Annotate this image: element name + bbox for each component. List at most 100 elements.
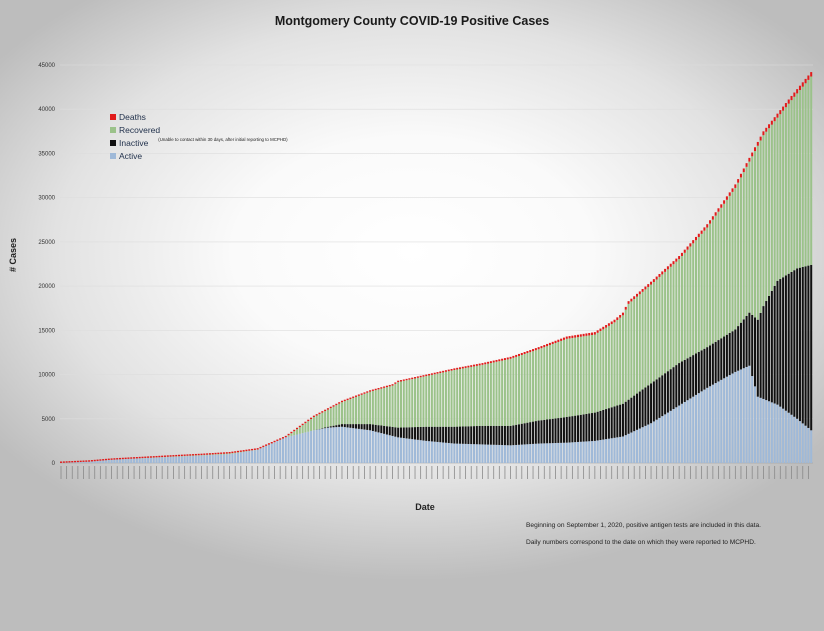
x-tick-label: [167, 466, 169, 479]
bar-active: [453, 443, 456, 463]
x-tick-label: [291, 466, 292, 479]
bar-deaths: [231, 451, 234, 454]
legend-item-deaths: Deaths: [110, 110, 288, 123]
bar-active: [591, 441, 594, 463]
bar-recovered: [562, 339, 565, 418]
bar-recovered: [751, 156, 754, 315]
bar-active: [765, 400, 768, 463]
x-tick-label: [251, 466, 253, 479]
bar-deaths: [267, 443, 270, 445]
bar-deaths: [113, 458, 116, 460]
bar-active: [155, 457, 158, 463]
x-tick-label: [763, 466, 764, 479]
bar-recovered: [650, 284, 653, 384]
bar-active: [801, 423, 804, 463]
bar-active: [532, 443, 535, 463]
bar-active: [515, 444, 518, 463]
x-tick-label: [229, 466, 230, 479]
bar-active: [141, 458, 144, 463]
bar-deaths: [456, 367, 459, 370]
x-tick-label: [779, 466, 781, 479]
bar-recovered: [739, 177, 742, 323]
bar-active: [529, 444, 532, 463]
bar-deaths: [450, 368, 453, 371]
bar-deaths: [759, 136, 762, 141]
x-tick-label: [262, 466, 264, 479]
bar-inactive: [787, 273, 790, 413]
bar-deaths: [217, 452, 220, 455]
bar-active: [709, 386, 712, 463]
bar-active: [138, 458, 141, 463]
bar-inactive: [689, 356, 692, 399]
x-tick-label: [510, 466, 511, 479]
x-tick-label: [392, 466, 393, 479]
bar-deaths: [492, 360, 495, 363]
bar-recovered: [742, 172, 745, 320]
bar-deaths: [189, 454, 192, 456]
bar-inactive: [801, 267, 804, 424]
bar-deaths: [675, 258, 678, 262]
x-tick-label: [414, 466, 416, 479]
bar-deaths: [68, 461, 71, 463]
bar-active: [318, 429, 321, 463]
x-tick-label: [639, 466, 641, 479]
bar-deaths: [433, 372, 436, 375]
bar-deaths: [655, 276, 658, 280]
bar-deaths: [473, 364, 476, 367]
bar-active: [613, 437, 616, 463]
bar-deaths: [658, 273, 661, 277]
y-tick-label: 5000: [42, 417, 56, 423]
bar-recovered: [509, 358, 512, 426]
bar-deaths: [366, 391, 369, 393]
bar-recovered: [290, 433, 293, 436]
bar-deaths: [203, 453, 206, 455]
bar-recovered: [725, 199, 728, 335]
bar-active: [624, 435, 627, 463]
bar-active: [503, 445, 506, 463]
bar-recovered: [464, 367, 467, 427]
bar-recovered: [343, 401, 346, 425]
bar-active: [169, 456, 172, 463]
bar-deaths: [723, 200, 726, 204]
bar-active: [776, 404, 779, 463]
bar-active: [784, 410, 787, 463]
bar-active: [324, 428, 327, 463]
bar-deaths: [810, 72, 813, 77]
bar-deaths: [442, 370, 445, 373]
bar-inactive: [711, 343, 714, 385]
bar-inactive: [678, 363, 681, 406]
bar-active: [481, 444, 484, 463]
bar-inactive: [371, 424, 374, 431]
bar-deaths: [405, 378, 408, 381]
bar-recovered: [402, 380, 405, 428]
bar-active: [121, 459, 124, 463]
x-tick-label: [628, 466, 629, 479]
bar-recovered: [692, 243, 695, 356]
bar-deaths: [251, 448, 254, 451]
bar-inactive: [762, 306, 765, 399]
x-tick-label: [521, 466, 523, 479]
bar-active: [99, 460, 102, 463]
bar-active: [149, 457, 152, 463]
bar-active: [638, 428, 641, 463]
x-tick-label: [493, 466, 495, 479]
bar-inactive: [503, 425, 506, 446]
bar-recovered: [571, 337, 574, 417]
bar-active: [180, 456, 183, 463]
bar-inactive: [644, 387, 647, 426]
bar-recovered: [484, 364, 487, 426]
bar-inactive: [804, 266, 807, 426]
bar-recovered: [475, 365, 478, 427]
note-antigen-tests: Beginning on September 1, 2020, positive…: [526, 522, 761, 529]
bar-inactive: [523, 423, 526, 445]
bar-deaths: [546, 343, 549, 347]
bar-active: [237, 452, 240, 463]
bar-inactive: [737, 326, 740, 371]
bar-inactive: [374, 424, 377, 432]
bar-recovered: [770, 124, 773, 291]
bar-active: [754, 386, 757, 463]
bar-active: [807, 427, 810, 463]
bar-deaths: [425, 374, 428, 377]
x-tick-label: [313, 466, 315, 479]
x-tick-label: [83, 466, 84, 479]
